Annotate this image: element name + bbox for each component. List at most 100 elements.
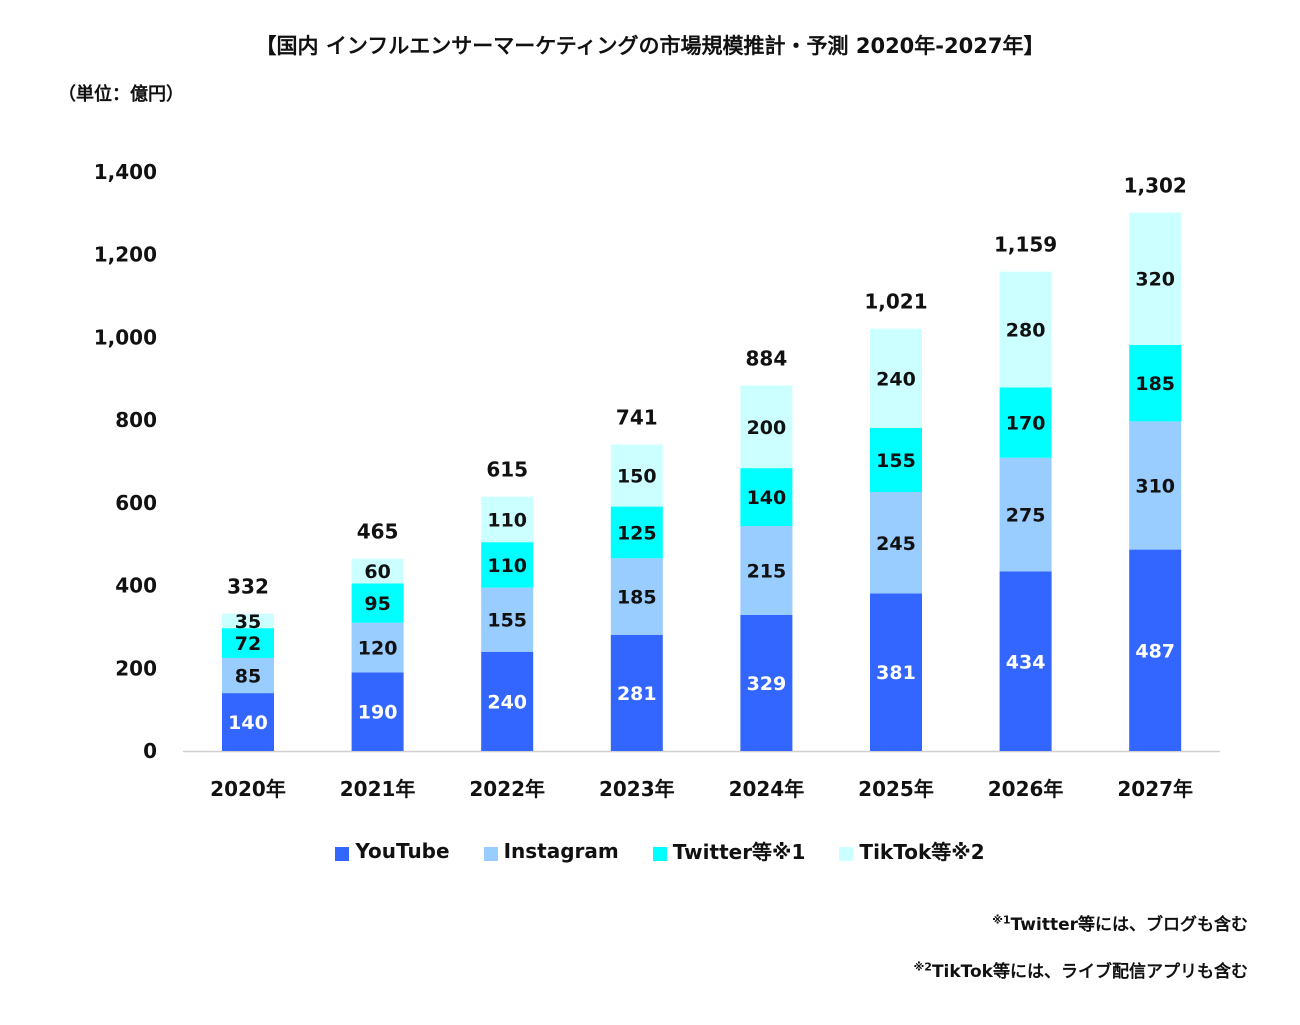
bar-segment <box>740 468 793 527</box>
legend-item-tiktok: TikTok等※2 <box>839 836 985 865</box>
footnote-text: TikTok等には、ライブ配信アプリも含む <box>931 962 1248 982</box>
bar-segment <box>481 587 534 652</box>
footnote-text: Twitter等には、ブログも含む <box>1010 915 1248 935</box>
bar-segment <box>351 672 404 751</box>
bar-segment <box>610 506 663 559</box>
legend-swatch <box>652 846 667 861</box>
x-tick-label: 2023年 <box>599 777 675 801</box>
data-label: 95 <box>364 593 390 615</box>
data-label: 72 <box>235 633 261 655</box>
bar-segment <box>351 622 404 673</box>
y-tick-label: 800 <box>115 408 157 432</box>
x-tick-label: 2025年 <box>858 777 934 801</box>
y-tick-label: 1,200 <box>94 243 157 267</box>
x-tick-label: 2027年 <box>1117 777 1193 801</box>
footnote-2: ※2TikTok等には、ライブ配信アプリも含む <box>914 957 1248 982</box>
footnote-mark: ※1 <box>992 913 1011 927</box>
y-tick-label: 0 <box>143 739 157 763</box>
y-tick-label: 600 <box>115 491 157 515</box>
x-tick-label: 2021年 <box>340 777 416 801</box>
legend-label: Twitter等※1 <box>672 840 806 864</box>
bar-segment <box>481 651 534 751</box>
total-label: 1,159 <box>994 233 1057 257</box>
bar-segment <box>222 628 274 658</box>
bar-segment <box>740 614 793 751</box>
data-label: 60 <box>364 561 390 583</box>
data-label: 280 <box>1006 320 1046 342</box>
y-tick-label: 1,400 <box>94 160 157 184</box>
data-label: 320 <box>1135 269 1175 291</box>
total-label: 465 <box>357 520 399 544</box>
bar-segment <box>870 428 922 493</box>
data-label: 240 <box>876 368 916 390</box>
chart-title: 【国内 インフルエンサーマーケティングの市場規模推計・予測 2020年-2027… <box>255 34 1045 58</box>
bar-segment <box>1129 549 1182 751</box>
bar-segment <box>999 387 1052 458</box>
data-label: 245 <box>876 533 916 555</box>
bar-segment <box>999 271 1052 388</box>
bar-segment <box>481 496 534 543</box>
bar-segment <box>870 492 922 594</box>
data-label: 35 <box>235 611 261 633</box>
data-label: 170 <box>1006 413 1046 435</box>
data-label: 155 <box>487 610 527 632</box>
y-tick-label: 1,000 <box>94 325 157 349</box>
y-tick-label: 200 <box>115 656 157 680</box>
total-label: 741 <box>616 406 658 430</box>
bar-segment <box>870 328 922 429</box>
total-label: 615 <box>486 458 528 482</box>
bar-segment <box>999 457 1052 572</box>
bar-segment <box>351 583 404 623</box>
legend-label: TikTok等※2 <box>859 840 985 864</box>
data-label: 120 <box>358 638 398 660</box>
data-label: 140 <box>747 487 787 509</box>
total-label: 1,302 <box>1124 174 1187 198</box>
legend: YouTube Instagram Twitter等※1 TikTok等※2 <box>0 836 1300 865</box>
data-label: 85 <box>235 666 261 688</box>
legend-item-youtube: YouTube <box>335 836 450 865</box>
bar-segment <box>610 444 663 507</box>
bar-segment <box>481 542 534 588</box>
bar-segment <box>999 571 1052 751</box>
total-label: 332 <box>227 575 269 599</box>
bar-segment <box>740 526 793 615</box>
legend-item-instagram: Instagram <box>483 836 619 865</box>
data-label: 487 <box>1135 640 1175 662</box>
bar-segment <box>1129 212 1182 345</box>
data-label: 434 <box>1006 651 1046 673</box>
data-label: 185 <box>1135 373 1175 395</box>
data-label: 275 <box>1006 505 1046 527</box>
bar-segment <box>610 558 663 635</box>
bar-segment <box>740 385 793 469</box>
data-label: 329 <box>747 673 787 695</box>
legend-label: YouTube <box>355 838 450 863</box>
footnote-1: ※1Twitter等には、ブログも含む <box>992 910 1248 935</box>
data-label: 381 <box>876 662 916 684</box>
x-tick-label: 2020年 <box>210 777 286 801</box>
data-label: 185 <box>617 587 657 609</box>
legend-swatch <box>483 846 498 861</box>
y-tick-label: 400 <box>115 574 157 598</box>
bar-segment <box>222 613 274 629</box>
total-label: 1,021 <box>864 290 927 314</box>
bar-segment <box>1129 421 1182 550</box>
legend-swatch <box>839 846 854 861</box>
data-label: 200 <box>747 417 787 439</box>
data-label: 215 <box>747 560 787 582</box>
total-label: 884 <box>746 346 788 370</box>
data-label: 110 <box>487 555 527 577</box>
bar-segment <box>222 657 274 694</box>
bar-segment <box>870 593 922 751</box>
bar-segment <box>222 693 274 751</box>
legend-item-twitter: Twitter等※1 <box>652 836 806 865</box>
x-tick-label: 2024年 <box>729 777 805 801</box>
unit-label: （単位：億円） <box>58 84 184 105</box>
x-tick-label: 2022年 <box>469 777 545 801</box>
bar-segment <box>1129 344 1182 422</box>
legend-swatch <box>335 846 350 861</box>
data-label: 150 <box>617 466 657 488</box>
bar-segment <box>610 634 663 751</box>
bar-segment <box>351 558 404 584</box>
data-label: 110 <box>487 509 527 531</box>
